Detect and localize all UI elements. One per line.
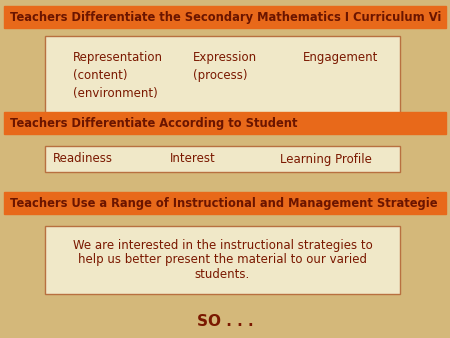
Text: (environment): (environment) — [73, 88, 158, 100]
Bar — [4, 192, 446, 214]
Text: Interest: Interest — [170, 152, 216, 166]
Text: Learning Profile: Learning Profile — [280, 152, 372, 166]
Text: Teachers Differentiate According to Student: Teachers Differentiate According to Stud… — [10, 117, 297, 129]
Bar — [45, 146, 400, 172]
Text: Teachers Use a Range of Instructional and Management Strategie: Teachers Use a Range of Instructional an… — [10, 196, 437, 210]
Text: (process): (process) — [193, 70, 248, 82]
Bar — [45, 226, 400, 294]
Text: (content): (content) — [73, 70, 127, 82]
Text: SO . . .: SO . . . — [197, 314, 253, 329]
Text: Expression: Expression — [193, 51, 257, 65]
Text: Engagement: Engagement — [303, 51, 378, 65]
Text: Teachers Differentiate the Secondary Mathematics I Curriculum Vi: Teachers Differentiate the Secondary Mat… — [10, 10, 441, 24]
Bar — [45, 36, 400, 114]
Text: We are interested in the instructional strategies to
help us better present the : We are interested in the instructional s… — [72, 239, 373, 282]
Bar — [4, 6, 446, 28]
Text: Representation: Representation — [73, 51, 163, 65]
Text: Readiness: Readiness — [53, 152, 113, 166]
Bar — [4, 112, 446, 134]
